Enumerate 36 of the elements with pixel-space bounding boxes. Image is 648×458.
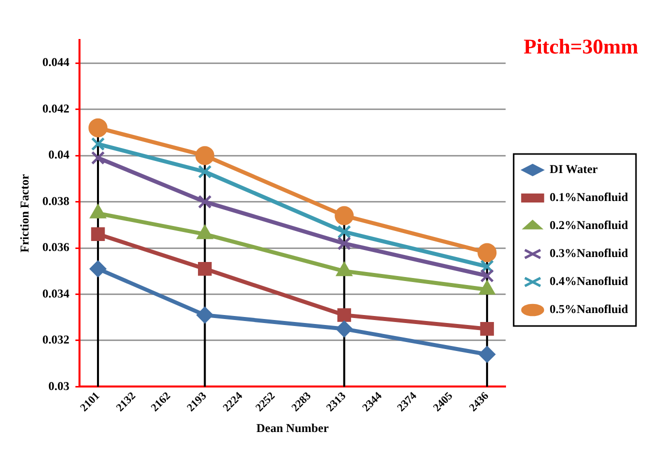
point [337, 308, 352, 322]
point [88, 118, 108, 138]
point [337, 224, 352, 239]
y-tick-label: 0.038 [42, 194, 70, 208]
y-tick-label: 0.044 [42, 55, 70, 70]
point [480, 322, 494, 336]
y-tick-label: 0.034 [42, 286, 70, 300]
y-axis-title: Friction Factor [17, 174, 32, 253]
text: Pitch=30mm [524, 34, 639, 58]
legend-label: 0.1%Nanofluid [550, 190, 628, 204]
point [91, 150, 105, 165]
y-tick-label: 0.042 [42, 101, 70, 116]
x-axis-title: Dean Number [256, 420, 330, 435]
legend-label: 0.3%Nanofluid [550, 246, 628, 260]
point [480, 268, 494, 283]
point [195, 146, 214, 166]
point [478, 346, 496, 363]
point [337, 236, 352, 250]
point [336, 320, 353, 338]
point [478, 243, 497, 262]
point [198, 194, 212, 209]
legend-label: 0.2%Nanofluid [550, 218, 628, 232]
y-tick-label: 0.036 [42, 240, 70, 254]
point [198, 262, 212, 276]
point [334, 206, 354, 226]
y-tick-label: 0.04 [48, 148, 70, 162]
legend-label: 0.4%Nanofluid [550, 274, 628, 288]
y-tick-label: 0.03 [48, 378, 70, 393]
y-tick-label: 0.032 [42, 332, 70, 347]
point [91, 227, 105, 242]
point [196, 306, 214, 324]
legend-label: DI Water [550, 162, 598, 176]
point [89, 260, 106, 278]
point [198, 164, 212, 179]
point [91, 137, 105, 151]
legend-label: 0.5%Nanofluid [550, 302, 628, 316]
